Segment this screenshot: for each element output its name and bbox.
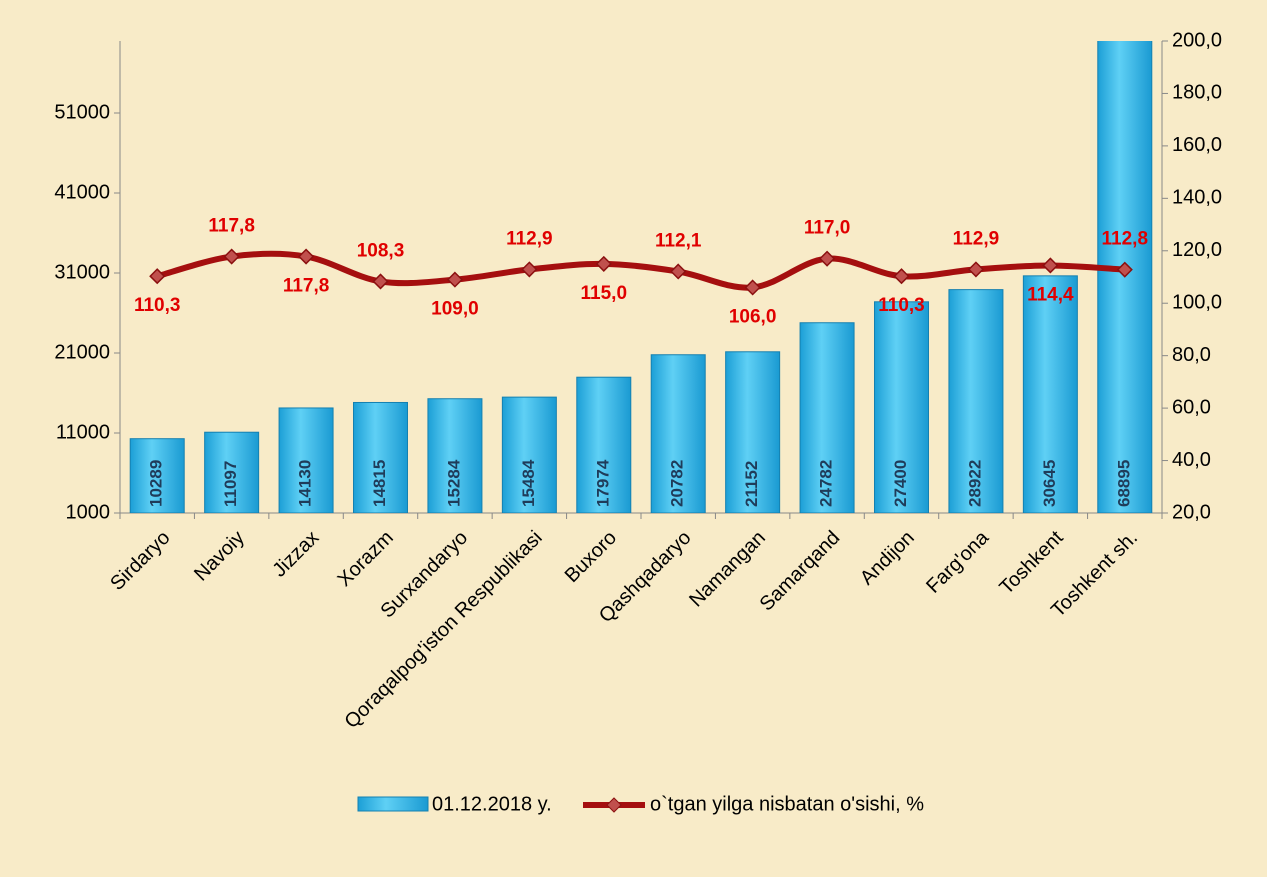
bar <box>1097 41 1153 513</box>
bar-label: 14130 <box>296 460 315 507</box>
y2-tick-label: 20,0 <box>1172 501 1211 523</box>
y2-tick-label: 120,0 <box>1172 239 1222 261</box>
marker <box>967 261 984 278</box>
legend-swatch <box>357 796 429 812</box>
bar-label: 11097 <box>221 461 240 507</box>
bar-label: 28922 <box>965 460 984 507</box>
bar-label: 68895 <box>1114 460 1133 507</box>
bar-label: 27400 <box>891 460 910 507</box>
line-label: 112,9 <box>506 228 553 249</box>
legend-label: o`tgan yilga nisbatan o'sishi, % <box>650 793 924 815</box>
marker <box>1116 261 1133 278</box>
line-label: 112,1 <box>655 231 702 252</box>
marker <box>595 255 612 272</box>
bar <box>874 301 929 513</box>
y2-tick-label: 140,0 <box>1172 187 1222 209</box>
marker <box>819 250 836 267</box>
line <box>154 250 1128 291</box>
bar-label: 10289 <box>147 460 166 507</box>
line-label: 117,8 <box>208 216 255 237</box>
bar-label: 24782 <box>817 460 836 507</box>
bar <box>278 407 334 513</box>
x-tick-label: Xorazm <box>333 527 397 591</box>
bar-label: 15484 <box>519 459 538 507</box>
bar <box>576 376 632 513</box>
marker <box>446 271 463 288</box>
y2-tick-label: 60,0 <box>1172 396 1211 418</box>
x-tick-label: Andijon <box>856 527 919 590</box>
y2-tick-label: 180,0 <box>1172 82 1222 104</box>
line-label: 110,3 <box>878 295 925 316</box>
line-label: 110,3 <box>134 295 181 316</box>
legend-label: 01.12.2018 y. <box>432 793 552 815</box>
marker <box>670 263 687 280</box>
x-tick-label: Farg'ona <box>922 526 994 598</box>
bar <box>129 438 185 513</box>
y-tick-label: 11000 <box>56 421 110 443</box>
marker <box>223 248 240 265</box>
line-label: 117,0 <box>804 218 851 239</box>
marker <box>893 268 910 285</box>
y2-tick-label: 40,0 <box>1172 449 1211 471</box>
y2-tick-label: 100,0 <box>1172 292 1222 314</box>
marker <box>521 261 538 278</box>
bar <box>204 431 260 513</box>
y2-tick-label: 200,0 <box>1172 29 1222 51</box>
bar <box>1022 275 1078 513</box>
y2-tick-label: 80,0 <box>1172 344 1211 366</box>
y-tick-label: 31000 <box>54 261 110 283</box>
x-tick-label: Toshkent <box>995 526 1067 598</box>
bar-label: 14815 <box>370 460 389 507</box>
line-label: 115,0 <box>581 283 628 304</box>
line-label: 112,9 <box>953 228 1000 249</box>
bar <box>725 351 781 513</box>
marker <box>744 279 761 296</box>
y-tick-label: 41000 <box>54 181 110 203</box>
x-tick-label: Jizzax <box>268 527 323 582</box>
bar-label: 30645 <box>1040 460 1059 507</box>
line-label: 108,3 <box>357 240 405 261</box>
bar-label: 17974 <box>593 459 612 507</box>
x-tick-label: Buxoro <box>561 527 621 587</box>
y-tick-label: 21000 <box>54 341 110 363</box>
bar-label: 21152 <box>742 461 761 507</box>
legend-swatch <box>606 797 622 813</box>
bar <box>427 398 483 513</box>
bar <box>353 401 408 513</box>
marker <box>149 268 166 285</box>
marker <box>372 273 389 290</box>
y2-tick-label: 160,0 <box>1172 134 1222 156</box>
bars <box>129 41 1153 513</box>
x-tick-label: Navoiy <box>190 527 249 586</box>
line-label: 106,0 <box>729 307 777 328</box>
marker <box>1042 257 1059 274</box>
line-label: 117,8 <box>283 276 330 297</box>
bar <box>501 396 557 513</box>
y-tick-label: 1000 <box>66 501 111 523</box>
x-tick-label: Sirdaryo <box>106 527 174 595</box>
bar <box>948 289 1004 513</box>
bar <box>650 354 706 513</box>
bar-label: 20782 <box>668 460 687 507</box>
x-tick-label: Samarqand <box>756 527 845 616</box>
line-label: 112,8 <box>1102 229 1149 250</box>
marker <box>298 248 315 265</box>
bar-label: 15284 <box>444 459 463 507</box>
bar <box>799 322 855 513</box>
y-tick-label: 51000 <box>54 101 110 123</box>
line-label: 114,4 <box>1027 284 1074 305</box>
line-label: 109,0 <box>431 299 479 320</box>
